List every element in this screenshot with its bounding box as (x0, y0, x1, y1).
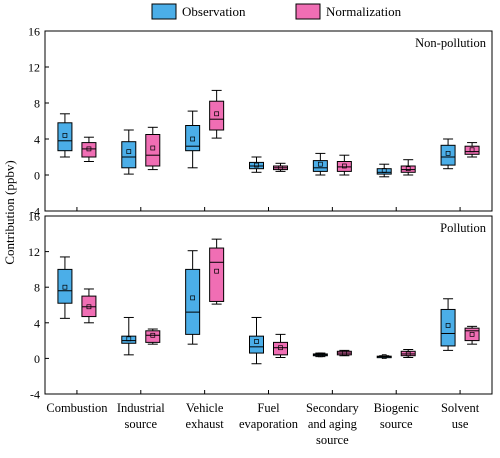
box-0-0-3-mean (254, 162, 259, 168)
y-tick-label-0-3: 8 (34, 97, 40, 111)
box-0-1-1-mean (150, 145, 156, 151)
box-1-1-0-mean (86, 304, 92, 310)
box-1-1-3-mean (278, 345, 283, 351)
panel-frame-1 (44, 215, 493, 395)
box-1-0-1-iqr (121, 335, 137, 344)
box-0-0-0-iqr (57, 122, 73, 152)
panel-title-0: Non-pollution (415, 36, 487, 50)
legend-swatch-0 (151, 3, 177, 20)
box-1-1-6-iqr (464, 327, 480, 342)
box-1-0-0-mean (62, 284, 68, 290)
y-tick-label-1-4: 12 (28, 245, 40, 259)
box-1-0-0-iqr (57, 268, 73, 304)
x-tick-label-4-0: Secondary (306, 401, 360, 415)
x-tick-label-5-0: Biogenic (374, 401, 420, 415)
x-tick-label-6-1: use (452, 417, 469, 431)
box-1-0-3-iqr (249, 335, 264, 354)
x-tick-label-4-2: source (316, 433, 349, 447)
box-0-1-0-iqr (81, 142, 97, 158)
box-0-0-1-mean (126, 149, 132, 154)
box-1-0-5-mean (381, 354, 387, 359)
box-1-1-1-mean (150, 332, 156, 338)
box-0-0-5-mean (381, 168, 387, 173)
box-0-0-2-mean (190, 136, 195, 142)
box-0-0-5-iqr (376, 168, 392, 175)
box-1-0-4-mean (318, 352, 323, 358)
x-tick-label-1-1: source (124, 417, 157, 431)
box-0-0-0-mean (62, 133, 68, 138)
x-tick-label-3-0: Fuel (257, 401, 280, 415)
box-1-1-1-iqr (145, 330, 161, 343)
x-tick-label-4-1: and aging (308, 417, 358, 431)
y-tick-label-1-1: 0 (34, 352, 40, 366)
box-0-1-6-mean (469, 147, 475, 153)
legend-swatch-1 (295, 3, 321, 20)
y-tick-label-0-5: 16 (28, 25, 40, 39)
legend-label-1: Normalization (326, 4, 402, 19)
box-0-1-4-mean (342, 163, 347, 169)
box-0-1-0-mean (86, 146, 92, 152)
y-axis-label: Contribution (ppbv) (2, 160, 17, 264)
box-0-1-2-mean (214, 111, 219, 117)
box-0-0-2-iqr (185, 125, 201, 152)
box-1-1-6-mean (469, 332, 475, 337)
x-tick-label-0-0: Combustion (46, 401, 108, 415)
box-1-1-2-iqr (209, 247, 225, 302)
x-tick-label-3-1: evaporation (239, 417, 299, 431)
box-0-1-3-mean (278, 165, 283, 171)
legend-label-0: Observation (182, 4, 246, 19)
y-tick-label-1-5: 16 (28, 210, 40, 224)
box-0-0-1-iqr (121, 141, 137, 169)
box-1-0-3-mean (254, 339, 259, 344)
x-tick-label-6-0: Solvent (441, 401, 480, 415)
y-tick-label-1-0: -4 (30, 388, 40, 402)
box-1-1-5-mean (405, 351, 411, 357)
box-1-1-4-mean (342, 350, 347, 356)
box-1-0-2-mean (190, 295, 195, 301)
panel-title-1: Pollution (440, 221, 487, 235)
box-1-1-3-iqr (273, 341, 288, 356)
x-tick-label-1-0: Industrial (117, 401, 165, 415)
box-1-0-2-iqr (185, 268, 201, 335)
panel-frame-0 (44, 30, 493, 212)
box-1-0-6-mean (445, 323, 451, 328)
x-tick-label-2-0: Vehicle (186, 401, 224, 415)
box-1-0-1-mean (126, 336, 132, 342)
box-1-1-2-mean (214, 268, 219, 274)
box-0-1-6-iqr (464, 145, 480, 155)
y-tick-label-0-0: -4 (30, 205, 40, 219)
box-0-0-6-mean (445, 151, 451, 156)
box-0-0-4-mean (318, 161, 323, 167)
y-tick-label-0-4: 12 (28, 61, 40, 75)
x-tick-label-5-1: source (380, 417, 413, 431)
y-tick-label-1-3: 8 (34, 281, 40, 295)
box-0-1-5-mean (405, 166, 411, 172)
y-tick-label-0-2: 4 (34, 133, 40, 147)
x-tick-label-2-1: exhaust (186, 417, 225, 431)
y-tick-label-0-1: 0 (34, 169, 40, 183)
y-tick-label-1-2: 4 (34, 316, 40, 330)
